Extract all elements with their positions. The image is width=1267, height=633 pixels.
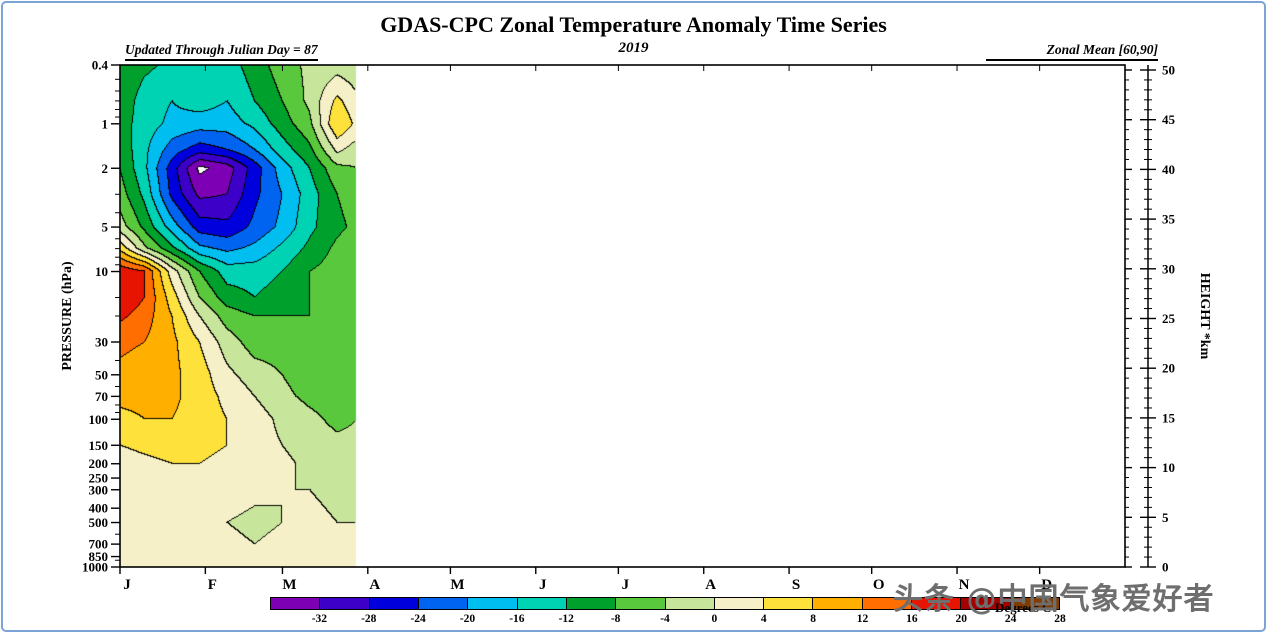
month-label: A: [705, 577, 716, 593]
chart-title: GDAS-CPC Zonal Temperature Anomaly Time …: [380, 12, 887, 37]
height-tick-label: 45: [1162, 112, 1176, 127]
height-tick-label: 35: [1162, 212, 1176, 227]
colorbar-tick-label: 16: [906, 613, 918, 625]
zonal-mean-label: Zonal Mean [60,90]: [986, 42, 1158, 61]
colorbar-segment: [664, 598, 714, 609]
pressure-tick-label: 700: [89, 537, 109, 552]
year-label: 2019: [618, 40, 649, 56]
colorbar-segment: [812, 598, 862, 609]
pressure-tick-label: 300: [89, 482, 109, 497]
pressure-tick-label: 1000: [82, 560, 108, 575]
colorbar-segment: [271, 598, 320, 609]
updated-through-label: Updated Through Julian Day = 87: [125, 42, 318, 61]
pressure-tick-label: 200: [89, 456, 109, 471]
month-label: M: [282, 577, 296, 593]
colorbar-segment: [960, 598, 1010, 609]
colorbar-tick-label: 12: [856, 613, 869, 625]
colorbar-tick-label: 28: [1054, 613, 1066, 625]
colorbar-segment: [467, 598, 517, 609]
colorbar-tick-label: -24: [410, 613, 426, 625]
colorbar-tick-label: 0: [711, 613, 718, 625]
pressure-tick-label: 0.4: [92, 58, 109, 73]
pressure-tick-label: 250: [89, 471, 109, 486]
height-tick-label: 20: [1162, 361, 1175, 376]
colorbar-tick-label: -20: [459, 613, 476, 625]
colorbar-tick-label: -4: [660, 613, 670, 625]
month-label: M: [450, 577, 464, 593]
height-tick-label: 10: [1162, 460, 1175, 475]
colorbar-segment: [713, 598, 764, 609]
height-tick-label: 30: [1162, 261, 1175, 276]
colorbar-segment: [763, 598, 813, 609]
pressure-axis-label: PRESSURE (hPa): [60, 261, 75, 371]
colorbar-segment: [911, 598, 961, 609]
colorbar-segment: [368, 598, 418, 609]
height-tick-label: 25: [1162, 311, 1176, 326]
colorbar-tick-label: -28: [361, 613, 377, 625]
colorbar: [270, 597, 1060, 610]
pressure-tick-label: 30: [95, 335, 108, 350]
colorbar-tick-label: 4: [760, 613, 767, 625]
height-tick-label: 15: [1162, 410, 1176, 425]
pressure-tick-label: 1: [102, 116, 109, 131]
pressure-tick-label: 10: [95, 264, 108, 279]
month-label: J: [123, 577, 131, 593]
month-label: S: [792, 577, 800, 593]
pressure-tick-label: 5: [102, 220, 109, 235]
height-tick-label: 50: [1162, 63, 1175, 78]
month-label: F: [208, 577, 217, 593]
colorbar-segment: [861, 598, 912, 609]
contour-field-canvas: [120, 65, 1125, 567]
height-tick-label: 0: [1162, 560, 1169, 575]
pressure-tick-label: 850: [89, 549, 109, 564]
colorbar-tick-label: -32: [311, 613, 328, 625]
height-tick-label: 5: [1162, 510, 1169, 525]
colorbar-tick-label: 8: [810, 613, 816, 625]
colorbar-segment: [319, 598, 369, 609]
colorbar-tick-label: -8: [610, 613, 621, 625]
watermark-text: 头条 @中国气象爱好者: [893, 582, 1215, 617]
month-label: O: [873, 577, 885, 593]
height-tick-label: 40: [1162, 162, 1175, 177]
month-label: J: [622, 577, 630, 593]
colorbar-tick-label: -12: [558, 613, 574, 625]
colorbar-segment: [417, 598, 468, 609]
month-label: A: [369, 577, 380, 593]
colorbar-units-label: Degrees C: [995, 600, 1052, 615]
pressure-tick-label: 150: [89, 438, 109, 453]
pressure-tick-label: 50: [95, 367, 108, 382]
colorbar-segment: [1009, 598, 1059, 609]
colorbar-segment: [565, 598, 616, 609]
pressure-tick-label: 500: [89, 515, 109, 530]
pressure-tick-label: 2: [102, 161, 109, 176]
colorbar-tick-label: 20: [955, 613, 968, 625]
colorbar-segment: [516, 598, 566, 609]
pressure-tick-label: 70: [95, 389, 108, 404]
pressure-tick-label: 100: [89, 412, 109, 427]
colorbar-tick-label: -16: [509, 613, 525, 625]
pressure-tick-label: 400: [89, 501, 109, 516]
colorbar-segment: [615, 598, 665, 609]
colorbar-tick-label: 24: [1004, 613, 1017, 625]
month-label: J: [539, 577, 547, 593]
height-axis-label: HEIGHT *km: [1197, 272, 1212, 360]
